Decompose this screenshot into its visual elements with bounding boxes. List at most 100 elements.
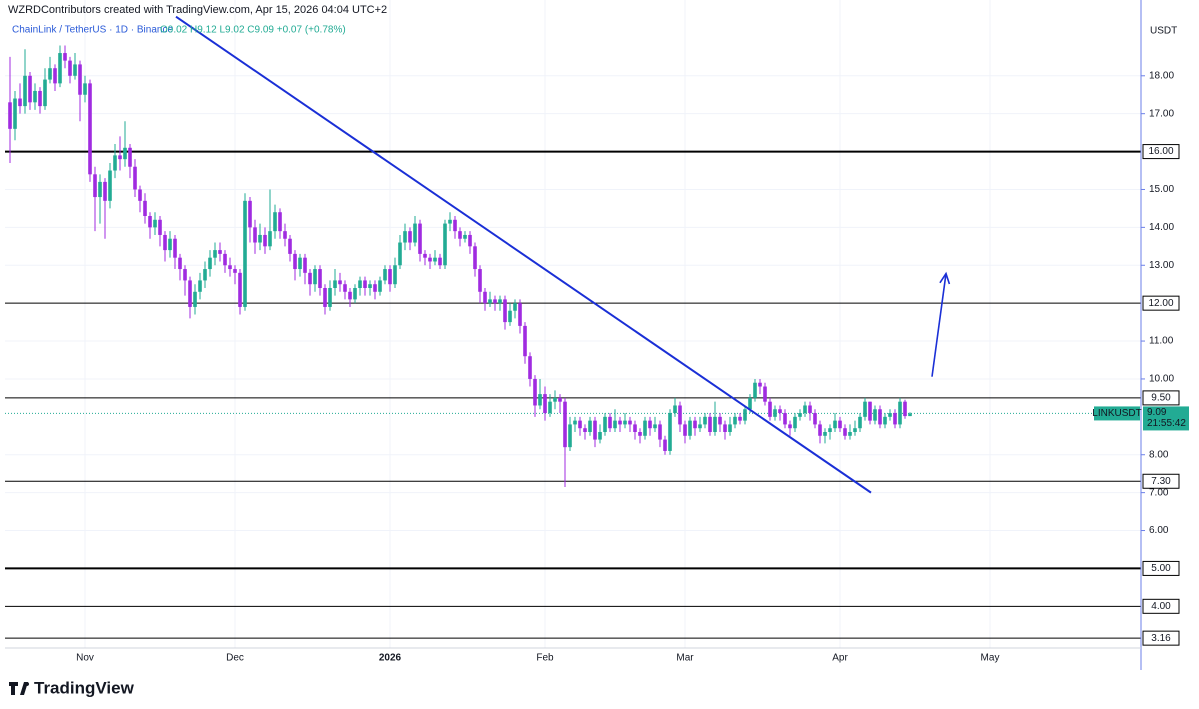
candle-body xyxy=(298,257,302,270)
candle-body xyxy=(808,405,812,414)
candle-body xyxy=(553,397,557,402)
level-label-box xyxy=(1142,598,1180,614)
candle-body xyxy=(723,424,727,432)
candle-body xyxy=(278,212,282,232)
candle-body xyxy=(28,75,32,103)
candle-body xyxy=(243,200,247,307)
candle-body xyxy=(603,416,607,432)
candle-body xyxy=(383,269,387,281)
x-tick-label: Dec xyxy=(226,653,244,664)
candle-body xyxy=(403,231,407,243)
candle-body xyxy=(463,234,467,239)
candle-body xyxy=(548,401,552,414)
candle-body xyxy=(608,416,612,429)
candle-body xyxy=(173,238,177,258)
candle-body xyxy=(323,288,327,307)
candle-body xyxy=(253,227,257,243)
candle-body xyxy=(443,223,447,266)
level-label: 7.30 xyxy=(1151,476,1171,487)
level-label-box xyxy=(1142,560,1180,576)
candle-body xyxy=(583,428,587,432)
candle-body xyxy=(263,234,267,247)
candle-body xyxy=(503,299,507,323)
candle-body xyxy=(843,428,847,436)
y-tick-label: 13.00 xyxy=(1149,260,1174,271)
candle-body xyxy=(378,280,382,292)
candle-body xyxy=(498,299,502,304)
level-label: 3.16 xyxy=(1151,633,1171,644)
level-label: 9.50 xyxy=(1151,393,1171,404)
level-label: 4.00 xyxy=(1151,601,1171,612)
candle-body xyxy=(513,303,517,311)
candle-body xyxy=(213,250,217,258)
candle-body xyxy=(113,155,117,171)
candle-body xyxy=(693,420,697,429)
candle-body xyxy=(208,257,212,270)
candle-body xyxy=(108,170,112,201)
candle-body xyxy=(593,420,597,440)
candle-body xyxy=(43,79,47,107)
candle-body xyxy=(143,200,147,216)
level-label: 16.00 xyxy=(1148,146,1173,157)
candle-body xyxy=(373,284,377,292)
candle-body xyxy=(13,98,17,129)
candle-body xyxy=(33,90,37,103)
y-tick-label: 6.00 xyxy=(1149,525,1169,536)
candle-body xyxy=(88,83,92,175)
candle-body xyxy=(428,257,432,262)
candle-body xyxy=(68,60,72,76)
candle-body xyxy=(288,238,292,254)
candle-body xyxy=(778,409,782,414)
y-tick-label: 17.00 xyxy=(1149,108,1174,119)
arrow-head xyxy=(939,271,951,285)
candle-body xyxy=(753,382,757,398)
candle-body xyxy=(268,231,272,247)
candle-body xyxy=(38,90,42,107)
candle-body xyxy=(368,284,372,288)
candle-body xyxy=(648,420,652,429)
y-tick-label: 7.00 xyxy=(1149,487,1169,498)
x-tick-label: Mar xyxy=(676,653,694,664)
header: WZRDContributors created with TradingVie… xyxy=(8,4,387,16)
candle-body xyxy=(793,416,797,429)
candle-body xyxy=(698,424,702,429)
candle-body xyxy=(688,420,692,436)
candle-body xyxy=(398,242,402,266)
candle-body xyxy=(878,409,882,425)
candle-body xyxy=(353,288,357,300)
candle-body xyxy=(238,272,242,307)
candle-body xyxy=(363,280,367,288)
candle-body xyxy=(58,53,62,84)
candle-body xyxy=(623,420,627,425)
candle-body xyxy=(568,424,572,448)
candle-body xyxy=(618,420,622,425)
candle-body xyxy=(863,401,867,417)
candle-body xyxy=(393,265,397,285)
symbol: ChainLink / TetherUS · 1D · Binance xyxy=(12,25,173,36)
symbol-tag xyxy=(1094,406,1140,421)
candle-body xyxy=(733,416,737,425)
candle-body xyxy=(533,378,537,406)
y-tick-label: 15.00 xyxy=(1149,184,1174,195)
candle-body xyxy=(348,291,352,300)
candle-body xyxy=(293,253,297,270)
candle-body xyxy=(508,310,512,323)
candle-body xyxy=(318,269,322,288)
candle-body xyxy=(898,401,902,425)
candle-body xyxy=(148,216,152,228)
x-tick-label: Nov xyxy=(76,653,94,664)
arrow-shaft xyxy=(931,273,947,377)
logo: TradingView xyxy=(9,678,135,697)
candle-body xyxy=(248,200,252,228)
unit-label: USDT xyxy=(1150,26,1177,37)
candle-body xyxy=(83,83,87,95)
trend-line xyxy=(175,15,872,494)
candle-body xyxy=(813,413,817,425)
candle-body xyxy=(738,416,742,421)
candle-body xyxy=(683,424,687,436)
candle-body xyxy=(103,181,107,201)
candle-body xyxy=(478,269,482,292)
candle-body xyxy=(333,280,337,288)
candle-body xyxy=(63,53,67,61)
